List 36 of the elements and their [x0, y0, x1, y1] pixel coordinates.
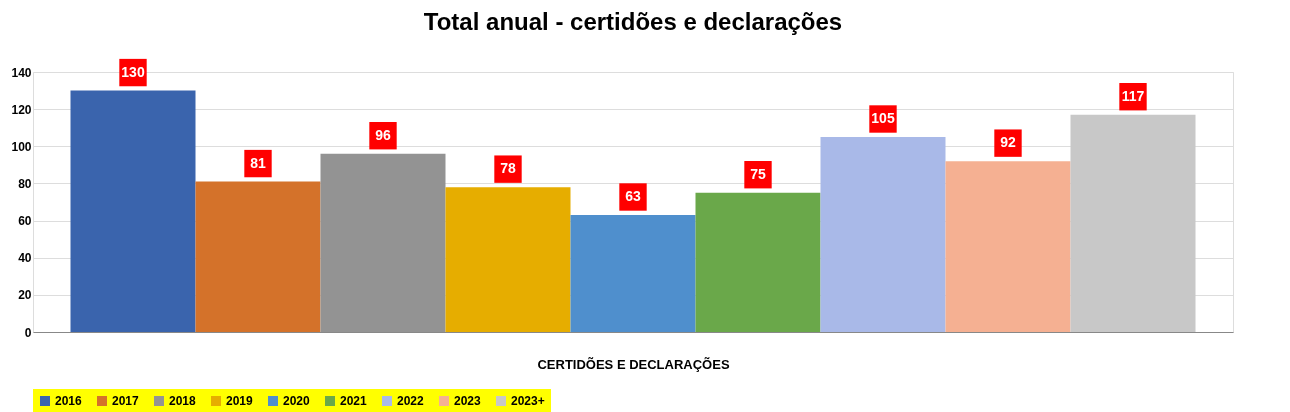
y-tick-label: 40 [18, 251, 32, 266]
legend-label: 2022 [397, 394, 425, 408]
bar [70, 90, 196, 332]
y-tick-label: 120 [11, 102, 32, 117]
data-label: 81 [250, 154, 266, 171]
data-label: 63 [625, 188, 641, 204]
y-tick-label: 140 [11, 65, 32, 80]
data-label: 117 [1121, 87, 1145, 104]
data-label: 78 [500, 160, 516, 177]
bar [195, 181, 321, 332]
chart-title: Total anual - certidões e declarações [423, 7, 843, 35]
bar [1070, 114, 1196, 332]
legend-label: 2020 [283, 394, 311, 408]
y-tick-label: 80 [18, 176, 32, 191]
x-axis-title: CERTIDÕES E DECLARAÇÕES [537, 356, 730, 372]
data-label: 96 [375, 126, 391, 143]
legend-label: 2023 [454, 394, 482, 408]
legend-label: 2021 [340, 394, 368, 408]
legend-label: 2018 [169, 394, 197, 408]
bar [445, 187, 571, 332]
data-label: 92 [1000, 134, 1016, 151]
bar [570, 215, 696, 332]
legend-label: 2023+ [511, 394, 545, 408]
bar [695, 192, 821, 332]
legend-label: 2019 [226, 394, 254, 408]
y-tick-label: 0 [24, 325, 32, 340]
bar [945, 161, 1071, 332]
y-tick-label: 100 [11, 139, 32, 154]
data-label: 130 [121, 63, 145, 80]
data-label: 75 [750, 165, 766, 182]
legend-label: 2016 [55, 394, 83, 408]
bar [820, 137, 946, 332]
legend-label: 2017 [112, 394, 140, 408]
data-label: 105 [871, 110, 895, 126]
y-tick-label: 20 [18, 288, 32, 303]
y-tick-label: 60 [18, 214, 32, 229]
